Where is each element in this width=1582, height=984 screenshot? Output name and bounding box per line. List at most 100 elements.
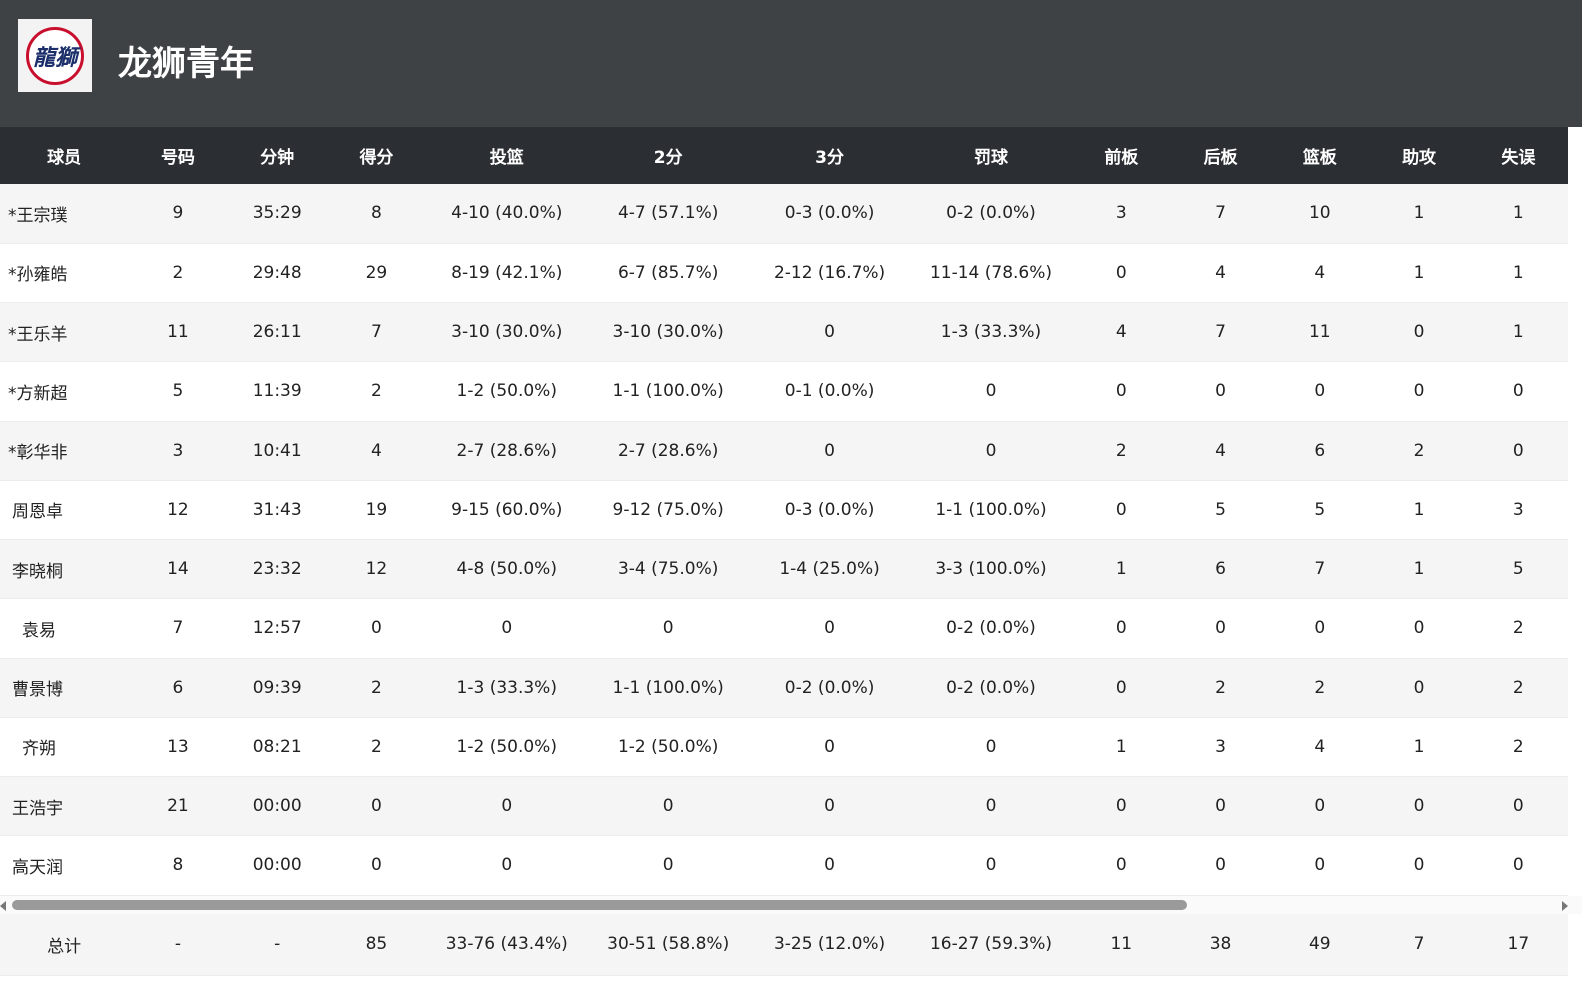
- cell-two-pt: 1-2 (50.0%): [587, 717, 749, 778]
- cell-points: 7: [326, 302, 427, 363]
- cell-three-pt: 0-2 (0.0%): [748, 658, 911, 718]
- cell-reb: 6: [1270, 421, 1370, 481]
- col-header-dreb[interactable]: 后板: [1203, 148, 1238, 168]
- stats-table-body: *王宗璞 9 35:29 8 4-10 (40.0%) 4-7 (57.1%) 0-3 (0…: [0, 184, 1568, 896]
- col-header-ft[interactable]: 罚球: [973, 148, 1008, 168]
- cell-minutes: 26:11: [227, 302, 327, 363]
- cell-minutes: 09:39: [227, 658, 327, 718]
- cell-oreb: 3: [1071, 184, 1171, 244]
- col-header-two-pt[interactable]: 2分: [653, 148, 683, 168]
- cell-ft: 1-3 (33.3%): [910, 302, 1072, 363]
- cell-minutes: 35:29: [227, 184, 327, 244]
- cell-reb: 0: [1270, 598, 1370, 659]
- scrollbar-thumb[interactable]: [12, 899, 1187, 910]
- cell-reb: 2: [1270, 658, 1370, 718]
- col-header-fg[interactable]: 投篮: [489, 148, 524, 168]
- total-reb: 49: [1270, 913, 1370, 976]
- cell-two-pt: 3-10 (30.0%): [587, 302, 749, 363]
- cell-tov: 5: [1468, 539, 1568, 600]
- table-row: 王浩宇 21 00:00 0 0 0 0 0 0 0 0 0 0: [0, 776, 1568, 837]
- cell-two-pt: 6-7 (85.7%): [587, 243, 749, 304]
- cell-oreb: 0: [1071, 835, 1171, 896]
- totals-table: 总计 - -85 33-76 (43.4%) 30-51 (58.8%) 3-25 (12…: [0, 913, 1568, 976]
- cell-oreb: 0: [1071, 243, 1171, 304]
- cell-fg: 9-15 (60.0%): [426, 480, 588, 541]
- cell-points: 4: [326, 421, 427, 481]
- cell-fg: 3-10 (30.0%): [426, 302, 588, 363]
- cell-minutes: 11:39: [227, 361, 327, 422]
- col-header-minutes[interactable]: 分钟: [260, 148, 295, 168]
- cell-two-pt: 4-7 (57.1%): [587, 184, 749, 244]
- col-header-reb[interactable]: 篮板: [1302, 148, 1337, 168]
- cell-player[interactable]: *王乐羊: [0, 302, 129, 363]
- total-tov: 17: [1468, 913, 1568, 976]
- cell-dreb: 7: [1170, 184, 1271, 244]
- cell-points: 2: [326, 361, 427, 422]
- total-ast: 7: [1369, 913, 1469, 976]
- cell-dreb: 0: [1170, 776, 1271, 837]
- col-header-number[interactable]: 号码: [160, 148, 195, 168]
- cell-player[interactable]: *孙雍皓: [0, 243, 129, 304]
- cell-player[interactable]: 李晓桐: [0, 539, 129, 600]
- cell-player[interactable]: *方新超: [0, 361, 129, 422]
- table-row: 李晓桐 14 23:32 12 4-8 (50.0%) 3-4 (75.0%) 1-4 (2…: [0, 539, 1568, 600]
- cell-tov: 2: [1468, 717, 1568, 778]
- cell-player[interactable]: *彰华非: [0, 421, 129, 481]
- cell-two-pt: 2-7 (28.6%): [587, 421, 749, 481]
- cell-two-pt: 0: [587, 835, 749, 896]
- stats-table-header: 球员 号码 分钟 得分 投篮 2分 3分 罚球 前板 后板 篮板 助攻 失误: [0, 127, 1568, 184]
- cell-three-pt: 0: [748, 421, 911, 481]
- cell-player[interactable]: 齐朔: [0, 717, 129, 778]
- cell-tov: 1: [1468, 302, 1568, 363]
- cell-fg: 1-2 (50.0%): [426, 717, 588, 778]
- scroll-left-arrow-icon[interactable]: [0, 900, 6, 911]
- cell-ft: 0: [910, 717, 1072, 778]
- cell-reb: 5: [1270, 480, 1370, 541]
- table-row: 曹景博 6 09:39 2 1-3 (33.3%) 1-1 (100.0%) 0-2 (0.…: [0, 658, 1568, 718]
- col-header-ast[interactable]: 助攻: [1402, 148, 1437, 168]
- col-header-oreb[interactable]: 前板: [1104, 148, 1139, 168]
- cell-ft: 11-14 (78.6%): [910, 243, 1072, 304]
- table-row: *孙雍皓 2 29:48 29 8-19 (42.1%) 6-7 (85.7%) 2-12 …: [0, 243, 1568, 304]
- table-row: 周恩卓 12 31:43 19 9-15 (60.0%) 9-12 (75.0%) 0-3 …: [0, 480, 1568, 541]
- total-three-pt: 3-25 (12.0%): [748, 913, 911, 976]
- col-header-points[interactable]: 得分: [359, 148, 394, 168]
- cell-points: 12: [326, 539, 427, 600]
- cell-player[interactable]: *王宗璞: [0, 184, 129, 244]
- cell-dreb: 3: [1170, 717, 1271, 778]
- col-header-player[interactable]: 球员: [47, 148, 82, 168]
- cell-number: 3: [128, 421, 228, 481]
- cell-ast: 0: [1369, 302, 1469, 363]
- horizontal-scrollbar[interactable]: [0, 895, 1582, 914]
- cell-player[interactable]: 周恩卓: [0, 480, 129, 541]
- cell-reb: 0: [1270, 361, 1370, 422]
- cell-number: 6: [128, 658, 228, 718]
- cell-oreb: 0: [1071, 598, 1171, 659]
- cell-ast: 0: [1369, 658, 1469, 718]
- table-row: *王宗璞 9 35:29 8 4-10 (40.0%) 4-7 (57.1%) 0-3 (0…: [0, 184, 1568, 244]
- cell-player[interactable]: 曹景博: [0, 658, 129, 718]
- cell-ast: 1: [1369, 184, 1469, 244]
- total-points: 85: [326, 913, 427, 976]
- cell-player[interactable]: 王浩宇: [0, 776, 129, 837]
- cell-reb: 7: [1270, 539, 1370, 600]
- cell-fg: 0: [426, 776, 588, 837]
- cell-fg: 0: [426, 835, 588, 896]
- totals-row: 总计 - -85 33-76 (43.4%) 30-51 (58.8%) 3-25 (12…: [0, 913, 1568, 976]
- cell-minutes: 12:57: [227, 598, 327, 659]
- cell-minutes: 31:43: [227, 480, 327, 541]
- cell-number: 2: [128, 243, 228, 304]
- cell-dreb: 0: [1170, 835, 1271, 896]
- total-number: -: [128, 913, 228, 976]
- cell-reb: 10: [1270, 184, 1370, 244]
- col-header-three-pt[interactable]: 3分: [815, 148, 844, 168]
- cell-fg: 1-2 (50.0%): [426, 361, 588, 422]
- scroll-right-arrow-icon[interactable]: [1562, 900, 1568, 911]
- cell-tov: 2: [1468, 658, 1568, 718]
- cell-number: 14: [128, 539, 228, 600]
- cell-reb: 0: [1270, 835, 1370, 896]
- cell-player[interactable]: 高天润: [0, 835, 129, 896]
- cell-three-pt: 0: [748, 302, 911, 363]
- col-header-tov[interactable]: 失误: [1501, 148, 1536, 168]
- cell-player[interactable]: 袁易: [0, 598, 129, 659]
